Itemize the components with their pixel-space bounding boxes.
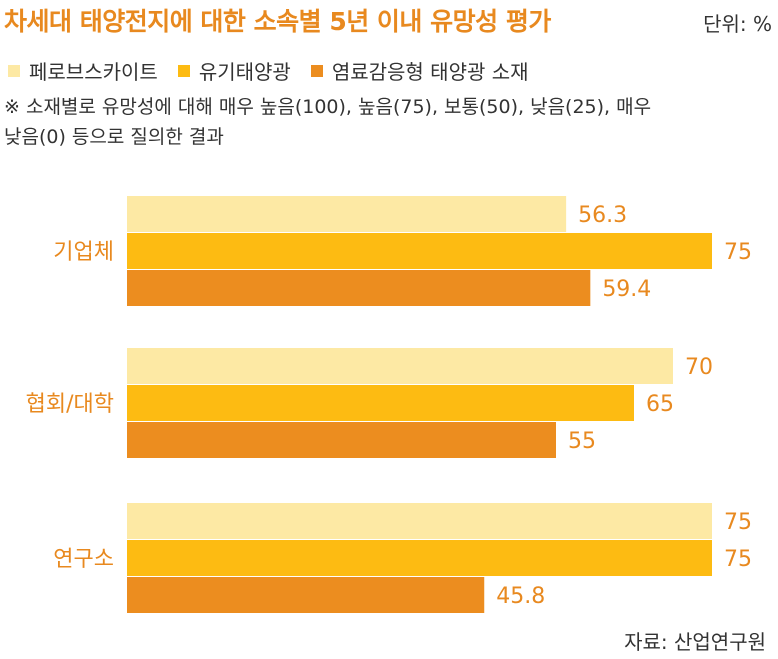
bar-assoc-univ-perovskite [127, 348, 673, 384]
value-label-institute-dye: 45.8 [496, 584, 545, 609]
legend-swatch-organic [177, 64, 190, 77]
survey-note-line-2: 낮음(0) 등으로 질의한 결과 [4, 126, 224, 148]
value-label-institute-perovskite: 75 [724, 510, 752, 535]
unit-label: 단위: % [703, 12, 772, 36]
legend: 페로브스카이트 유기태양광 염료감응형 태양광 소재 [8, 56, 549, 85]
legend-swatch-perovskite [8, 64, 20, 77]
category-label-institute: 연구소 [53, 547, 114, 572]
value-label-assoc-univ-organic: 65 [646, 392, 674, 417]
bar-institute-organic [127, 540, 712, 576]
value-label-company-dye: 59.4 [602, 277, 651, 302]
bar-company-perovskite [127, 196, 567, 232]
legend-item-organic: 유기태양광 [177, 56, 291, 85]
bar-institute-dye [127, 577, 485, 613]
value-label-company-organic: 75 [724, 240, 752, 265]
bar-institute-perovskite [127, 503, 712, 539]
bar-assoc-univ-organic [127, 385, 634, 421]
legend-label-perovskite: 페로브스카이트 [29, 60, 158, 84]
value-label-assoc-univ-dye: 55 [568, 429, 596, 454]
legend-label-dye: 염료감응형 태양광 소재 [331, 60, 529, 84]
legend-label-organic: 유기태양광 [198, 60, 291, 84]
value-label-company-perovskite: 56.3 [578, 203, 627, 228]
category-label-company: 기업체 [53, 240, 114, 265]
bar-assoc-univ-dye [127, 422, 556, 458]
chart-title: 차세대 태양전지에 대한 소속별 5년 이내 유망성 평가 [4, 7, 551, 36]
value-label-assoc-univ-perovskite: 70 [685, 355, 713, 380]
legend-item-perovskite: 페로브스카이트 [8, 56, 158, 85]
category-label-assoc-univ: 협회/대학 [26, 392, 114, 417]
survey-note-line-1: ※ 소재별로 유망성에 대해 매우 높음(100), 높음(75), 보통(50… [4, 96, 652, 118]
survey-note: ※ 소재별로 유망성에 대해 매우 높음(100), 높음(75), 보통(50… [4, 92, 772, 152]
bar-company-organic [127, 233, 712, 269]
value-label-institute-organic: 75 [724, 547, 752, 572]
legend-item-dye: 염료감응형 태양광 소재 [310, 56, 529, 85]
source-label: 자료: 산업연구원 [624, 630, 766, 654]
bar-company-dye [127, 270, 591, 306]
legend-swatch-dye [310, 64, 323, 77]
